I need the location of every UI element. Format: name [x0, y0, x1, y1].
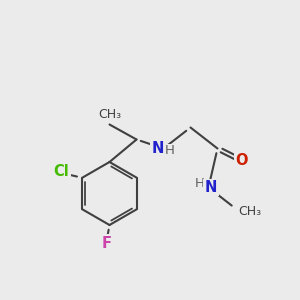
Text: CH₃: CH₃ [98, 108, 121, 121]
Text: N: N [152, 141, 164, 156]
Text: Cl: Cl [53, 164, 69, 179]
Text: CH₃: CH₃ [238, 205, 262, 218]
Text: N: N [205, 180, 217, 195]
Text: F: F [101, 236, 112, 250]
Text: O: O [235, 153, 248, 168]
Text: H: H [165, 144, 175, 158]
Text: H: H [195, 177, 205, 190]
